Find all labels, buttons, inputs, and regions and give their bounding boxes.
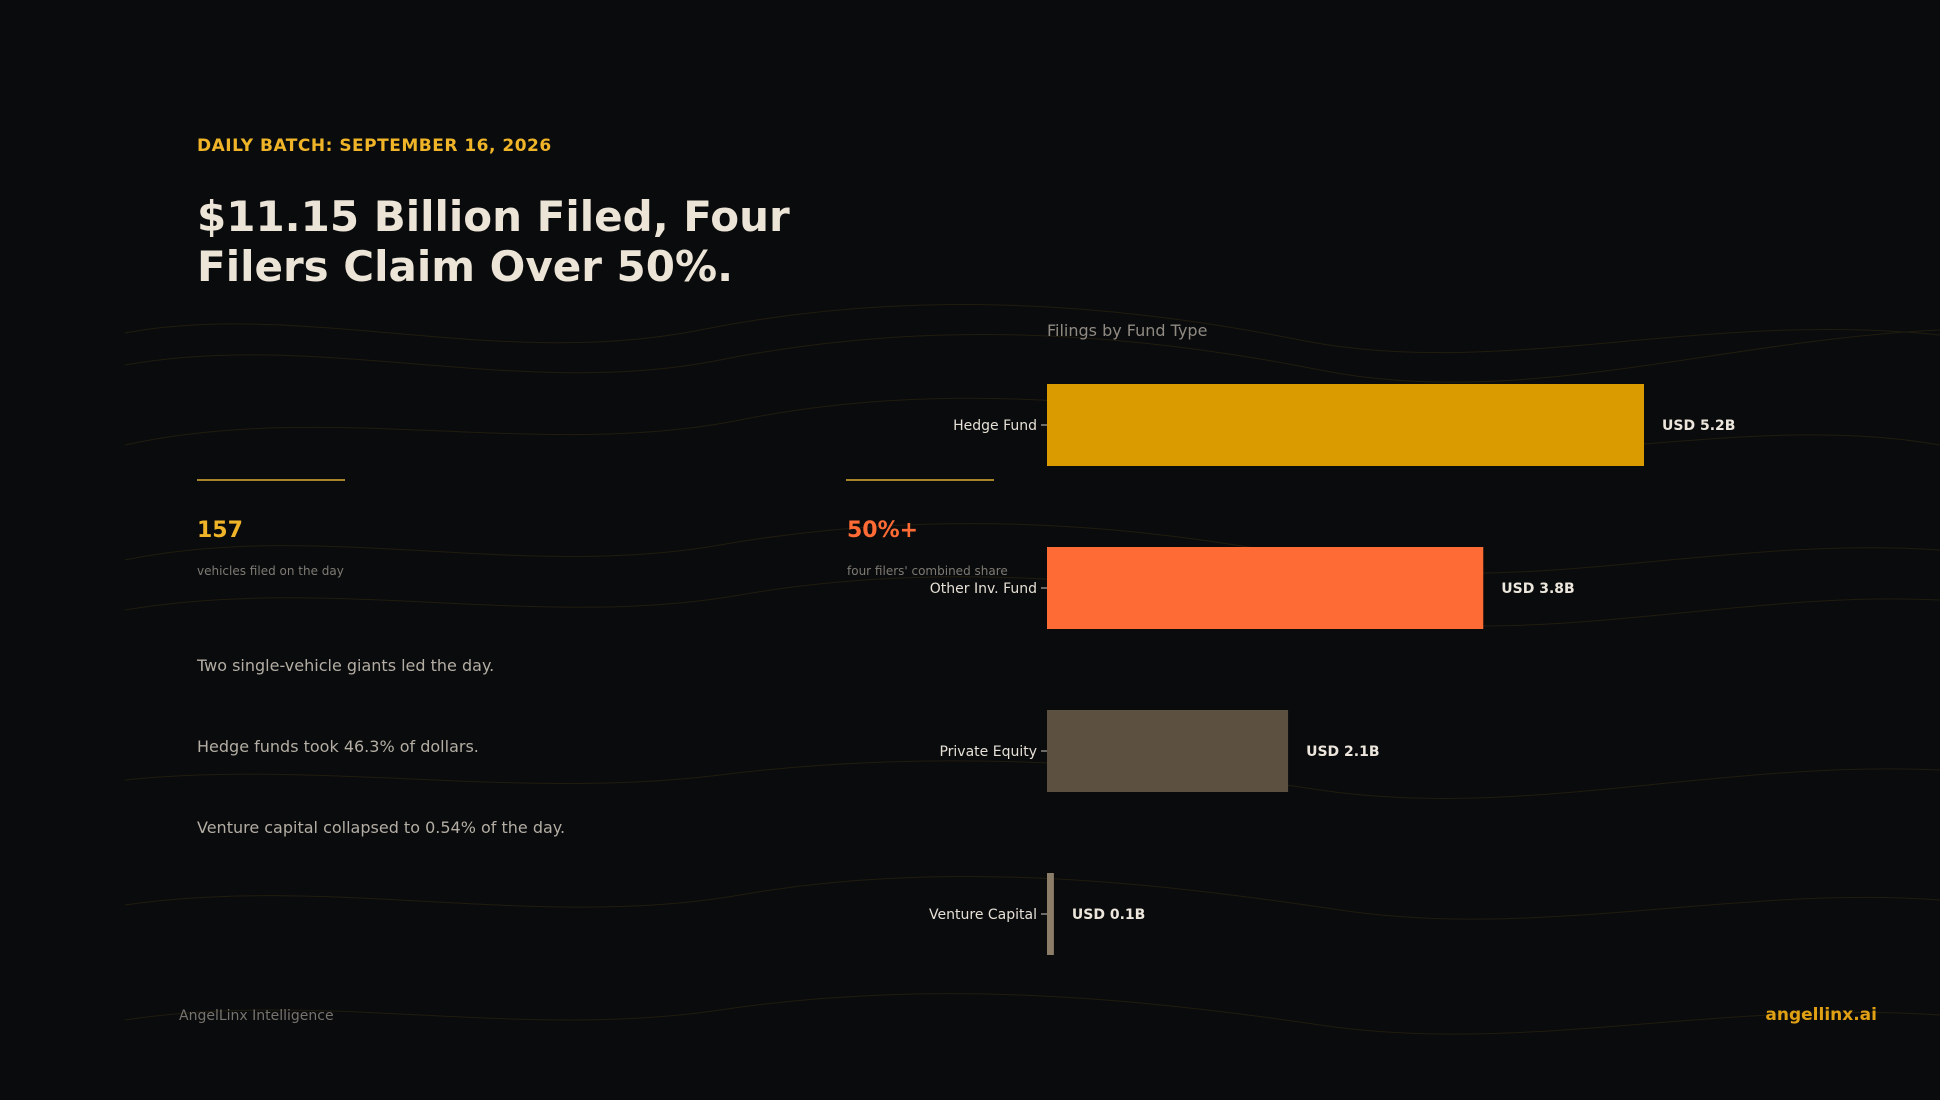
value-label: USD 3.8B [1501,581,1574,597]
insight-line: Hedge funds took 46.3% of dollars. [197,737,479,756]
insight-line: Two single-vehicle giants led the day. [197,656,495,675]
category-label: Venture Capital [929,907,1037,923]
category-label: Hedge Fund [953,418,1037,434]
category-label: Private Equity [939,744,1037,760]
insight-line: Venture capital collapsed to 0.54% of th… [197,818,566,837]
bar-other-inv-fund [1047,547,1484,629]
footer-site-link[interactable]: angellinx.ai [1765,1005,1877,1025]
stat-divider [846,479,994,481]
footer-brand: AngelLinx Intelligence [179,1008,334,1024]
bar-hedge-fund [1047,384,1644,466]
stat-share-label: four filers' combined share [847,564,1008,578]
batch-date-eyebrow: DAILY BATCH: SEPTEMBER 16, 2026 [197,136,552,156]
bar-private-equity [1047,710,1289,792]
bar-venture-capital [1047,873,1054,955]
value-label: USD 0.1B [1072,907,1145,923]
category-label: Other Inv. Fund [930,581,1037,597]
value-label: USD 2.1B [1306,744,1379,760]
stat-vehicles-value: 157 [197,518,243,543]
chart-title: Filings by Fund Type [1047,321,1207,340]
stat-vehicles-label: vehicles filed on the day [197,564,344,578]
value-label: USD 5.2B [1662,418,1735,434]
stat-share-value: 50%+ [847,518,919,543]
page-headline: $11.15 Billion Filed, Four Filers Claim … [197,192,790,291]
stat-divider [197,479,345,481]
